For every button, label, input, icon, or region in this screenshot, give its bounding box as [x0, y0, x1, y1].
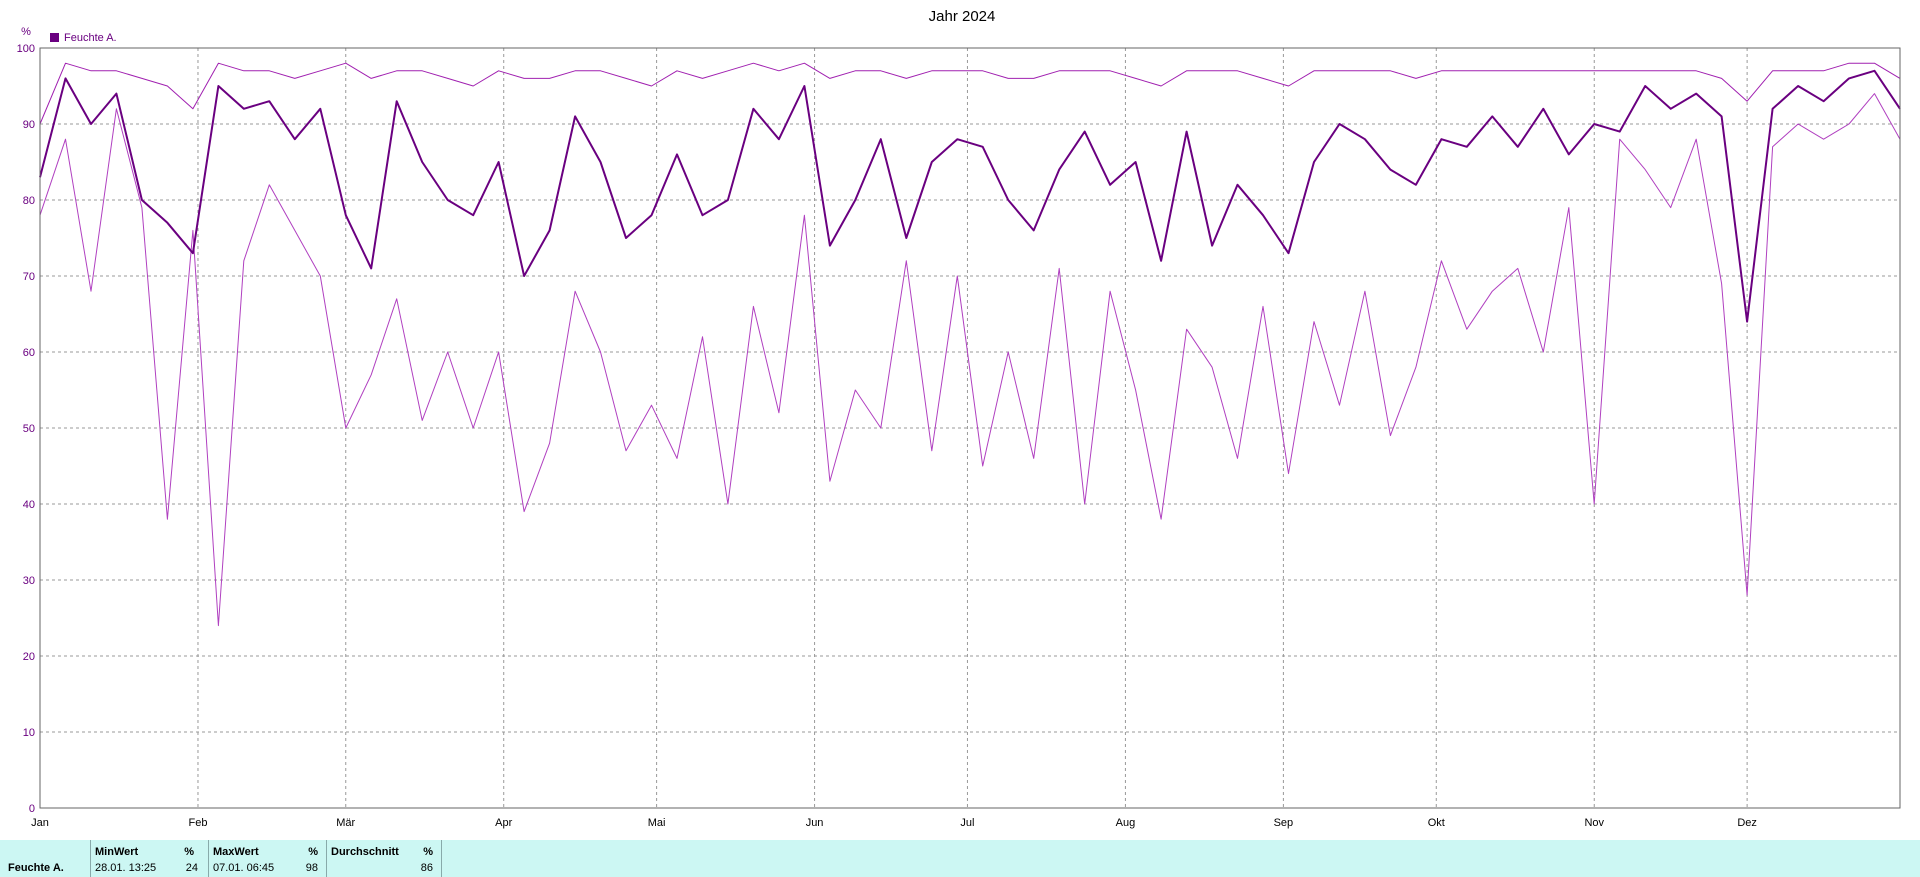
x-tick-label: Okt [1428, 817, 1445, 829]
y-tick-label: 60 [23, 347, 35, 359]
y-tick-label: 50 [23, 423, 35, 435]
x-tick-label: Mär [336, 817, 355, 829]
series-layer [39, 62, 1901, 627]
max-time: 07.01. 06:45 [213, 862, 275, 874]
avg-header: Durchschnitt [331, 846, 399, 858]
min-value: 24 [185, 862, 198, 874]
y-tick-label: 100 [17, 43, 35, 55]
min-cell: MinWert % 28.01. 13:25 24 [90, 840, 202, 877]
stats-row-label: Feuchte A. [8, 862, 64, 874]
series-line-min [39, 93, 1901, 627]
chart-title: Jahr 2024 [929, 8, 996, 25]
y-tick-label: 20 [23, 651, 35, 663]
y-tick-label: 70 [23, 271, 35, 283]
y-tick-label: 30 [23, 575, 35, 587]
min-time: 28.01. 13:25 [95, 862, 157, 874]
y-tick-label: 80 [23, 195, 35, 207]
max-unit: % [308, 846, 318, 858]
min-header: MinWert [95, 846, 139, 858]
x-tick-label: Jan [31, 817, 49, 829]
y-tick-labels: 0 10 20 30 40 50 60 70 80 90 100 [17, 43, 35, 815]
x-tick-label: Dez [1737, 817, 1757, 829]
x-tick-label: Feb [188, 817, 207, 829]
avg-unit: % [423, 846, 433, 858]
legend-label: Feuchte A. [64, 32, 117, 44]
x-tick-label: Nov [1584, 817, 1604, 829]
legend: Feuchte A. [50, 32, 117, 44]
avg-cell: Durchschnitt % 86 [326, 840, 442, 877]
series-line-average [39, 69, 1901, 323]
legend-swatch [50, 33, 59, 42]
y-tick-label: 90 [23, 119, 35, 131]
max-cell: MaxWert % 07.01. 06:45 98 [208, 840, 326, 877]
statistics-bar: Feuchte A. MinWert % 28.01. 13:25 24 Max… [0, 840, 1920, 877]
plot-frame [39, 47, 1901, 809]
x-tick-label: Mai [648, 817, 666, 829]
x-tick-label: Aug [1116, 817, 1136, 829]
y-tick-label: 10 [23, 727, 35, 739]
max-value: 98 [305, 862, 318, 874]
x-tick-label: Sep [1274, 817, 1294, 829]
x-tick-label: Jul [960, 817, 974, 829]
y-tick-label: 0 [29, 803, 35, 815]
x-tick-label: Apr [495, 817, 512, 829]
min-unit: % [184, 846, 194, 858]
y-axis-unit: % [21, 26, 31, 38]
avg-value: 86 [420, 862, 433, 874]
grid [40, 48, 1900, 808]
x-tick-labels: Jan Feb Mär Apr Mai Jun Jul Aug Sep Okt Nov Dez [31, 817, 1757, 829]
series-line-max [39, 62, 1901, 125]
y-tick-label: 40 [23, 499, 35, 511]
humidity-chart: Jahr 2024 % 0 10 20 30 40 50 60 70 80 90 100 Jan Fe… [17, 8, 1901, 829]
max-header: MaxWert [213, 846, 259, 858]
x-tick-label: Jun [806, 817, 824, 829]
